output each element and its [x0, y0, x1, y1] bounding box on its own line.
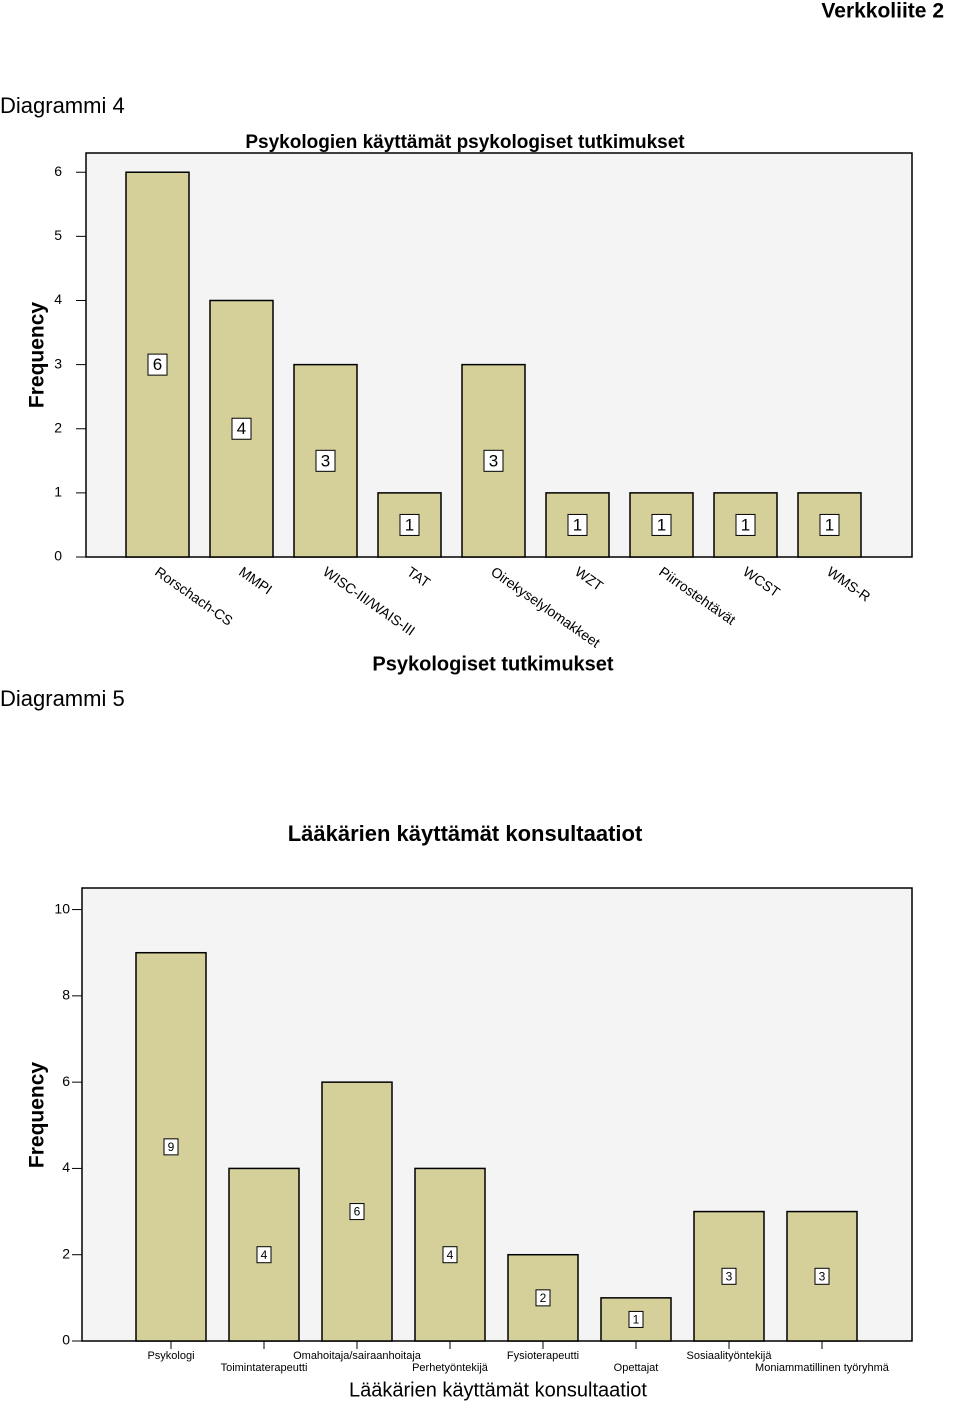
value-label: 2 [540, 1291, 547, 1305]
y-tick-label: 1 [54, 484, 62, 500]
x-tick-label: Sosiaalityöntekijä [687, 1350, 773, 1362]
x-tick-label: TAT [404, 563, 434, 590]
caption: Diagrammi 4 [0, 93, 125, 118]
value-label: 3 [321, 451, 330, 470]
value-label: 4 [261, 1248, 268, 1262]
x-tick-label: Moniammatillinen työryhmä [755, 1362, 890, 1374]
x-tick-label: MMPI [236, 563, 275, 597]
x-tick-label: WCST [740, 563, 783, 600]
value-label-box [442, 1246, 458, 1264]
value-label: 3 [819, 1269, 826, 1283]
value-label: 6 [153, 355, 162, 374]
y-tick-label: 8 [62, 987, 70, 1003]
y-tick-label: 4 [54, 291, 62, 307]
y-tick-label: 4 [62, 1159, 70, 1175]
caption: Diagrammi 5 [0, 686, 125, 711]
plot-area [81, 887, 913, 1342]
y-tick-label: 6 [62, 1073, 70, 1089]
x-tick-label: Fysioterapeutti [507, 1350, 579, 1362]
value-label-box [651, 513, 672, 536]
value-label-box [315, 449, 336, 472]
value-label-box [535, 1289, 551, 1307]
value-label-box [628, 1310, 644, 1328]
x-tick-label: Omahoitaja/sairaanhoitaja [293, 1350, 422, 1362]
value-label-box [256, 1246, 272, 1264]
y-tick-label: 2 [62, 1245, 70, 1261]
value-label: 3 [726, 1269, 733, 1283]
value-label-box [147, 353, 168, 376]
y-tick-label: 2 [54, 419, 62, 435]
value-label-box [163, 1138, 179, 1156]
value-label: 1 [825, 515, 834, 534]
header: Verkkoliite 2 [821, 0, 944, 23]
x-tick-label: Psykologi [147, 1350, 194, 1362]
value-label-box [735, 513, 756, 536]
value-label-box [399, 513, 420, 536]
x-axis-label: Lääkärien käyttämät konsultaatiot [349, 1379, 647, 1401]
value-label-box [349, 1203, 365, 1221]
x-tick-label: WISC-III/WAIS-III [320, 563, 418, 638]
value-label: 6 [354, 1205, 361, 1219]
x-axis-label: Psykologiset tutkimukset [372, 653, 614, 675]
y-tick-label: 0 [62, 1332, 70, 1348]
value-label-box [814, 1267, 830, 1285]
value-label-box [819, 513, 840, 536]
y-axis-label: Frequency [26, 302, 49, 409]
value-label-box [231, 417, 252, 440]
value-label-box [721, 1267, 737, 1285]
y-tick-label: 3 [54, 355, 62, 371]
x-tick-label: Toimintaterapeutti [221, 1362, 308, 1374]
value-label: 9 [168, 1140, 175, 1154]
chart-title: Lääkärien käyttämät konsultaatiot [288, 821, 643, 846]
value-label: 1 [405, 515, 414, 534]
x-tick-label: WZT [572, 563, 606, 594]
value-label: 1 [657, 515, 666, 534]
value-label: 4 [237, 419, 246, 438]
y-tick-label: 0 [54, 548, 62, 564]
value-label: 4 [447, 1248, 454, 1262]
value-label: 1 [573, 515, 582, 534]
value-label: 1 [741, 515, 750, 534]
y-tick-label: 5 [54, 227, 62, 243]
value-label-box [483, 449, 504, 472]
x-tick-label: Opettajat [614, 1362, 659, 1374]
x-tick-label: Rorschach-CS [152, 563, 236, 628]
value-label: 3 [489, 451, 498, 470]
y-tick-label: 6 [54, 163, 62, 179]
y-axis-label: Frequency [26, 1062, 49, 1169]
value-label-box [567, 513, 588, 536]
value-label: 1 [633, 1313, 640, 1327]
chart-title: Psykologien käyttämät psykologiset tutki… [245, 132, 685, 153]
y-tick-label: 10 [54, 900, 70, 916]
x-tick-label: WMS-R [824, 563, 873, 604]
x-tick-label: Perhetyöntekijä [412, 1362, 489, 1374]
x-tick-label: Piirrostehtävät [656, 563, 739, 627]
